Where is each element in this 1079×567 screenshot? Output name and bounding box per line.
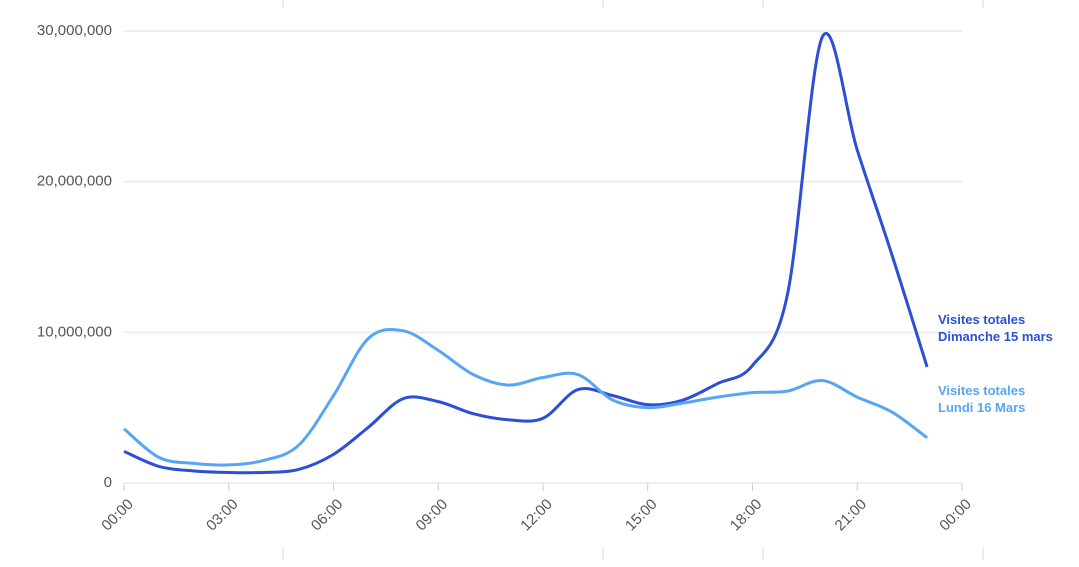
y-tick-label: 10,000,000 <box>37 323 112 340</box>
x-tick-label: 03:00 <box>203 496 242 535</box>
x-tick-label: 21:00 <box>832 496 871 535</box>
x-tick-label: 18:00 <box>727 496 766 535</box>
series-line <box>123 32 929 475</box>
x-tick-label: 06:00 <box>308 496 347 535</box>
x-tick-label: 12:00 <box>517 496 556 535</box>
decor-ticks <box>282 0 984 560</box>
x-tick-label: 00:00 <box>936 496 975 535</box>
series-line <box>123 327 928 467</box>
x-tick-label: 15:00 <box>622 496 661 535</box>
x-tick-label: 00:00 <box>98 496 137 535</box>
legend-label: Visites totales Dimanche 15 mars <box>938 311 1053 344</box>
y-tick-label: 0 <box>104 474 112 491</box>
y-tick-label: 20,000,000 <box>37 173 112 190</box>
legend-label: Visites totales Lundi 16 Mars <box>938 382 1026 415</box>
x-tick-label: 09:00 <box>413 496 452 535</box>
y-tick-label: 30,000,000 <box>37 22 112 39</box>
